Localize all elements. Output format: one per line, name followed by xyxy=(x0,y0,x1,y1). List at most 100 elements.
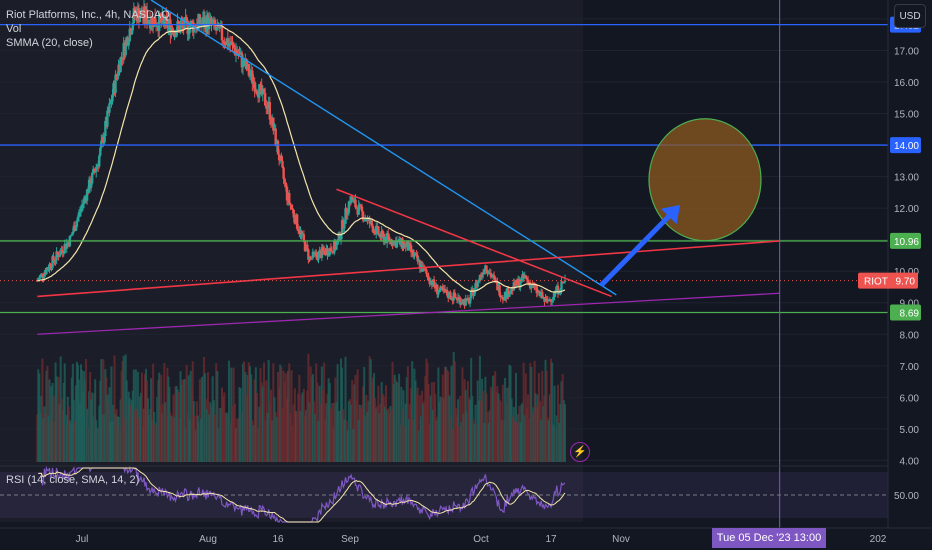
candle-body xyxy=(490,276,494,278)
candle-body xyxy=(251,70,254,84)
candle-body xyxy=(321,247,325,251)
candle-body xyxy=(79,208,83,213)
volume-bar xyxy=(115,409,118,462)
candle-body xyxy=(469,291,473,298)
volume-bar xyxy=(550,358,552,462)
volume-bar xyxy=(217,428,220,462)
candle-body xyxy=(371,225,375,233)
candle-body xyxy=(524,275,528,278)
volume-bar xyxy=(388,413,391,462)
candle-body xyxy=(291,208,294,211)
volume-bar xyxy=(182,380,185,462)
volume-bar xyxy=(44,413,47,462)
volume-bar xyxy=(100,359,103,462)
volume-bar xyxy=(530,366,533,462)
volume-bar xyxy=(496,386,499,462)
volume-bar xyxy=(265,380,268,462)
volume-bar xyxy=(397,383,400,462)
candle-body xyxy=(196,20,200,30)
candle-body xyxy=(176,21,179,32)
candle-body xyxy=(38,277,41,280)
candle-series xyxy=(36,0,567,309)
volume-bar xyxy=(210,406,213,462)
volume-bar xyxy=(108,387,111,462)
candle-body xyxy=(276,140,280,155)
candle-body xyxy=(62,253,65,255)
volume-bar xyxy=(555,415,558,462)
candle-body xyxy=(189,20,192,27)
volume-bar xyxy=(41,358,44,462)
candle-body xyxy=(55,251,58,261)
volume-bar xyxy=(313,401,315,462)
candle-body xyxy=(459,297,462,305)
candle-body xyxy=(188,26,191,34)
candle-body xyxy=(449,292,452,299)
volume-bar xyxy=(131,390,134,462)
volume-bar xyxy=(299,410,302,462)
candle-body xyxy=(90,173,94,184)
candle-body xyxy=(164,15,167,27)
volume-bar xyxy=(315,363,318,462)
candle-body xyxy=(345,208,348,215)
volume-bar xyxy=(57,377,60,462)
volume-bar xyxy=(533,360,536,462)
volume-bar xyxy=(49,420,52,462)
volume-bar xyxy=(369,359,372,462)
volume-bar xyxy=(346,429,349,462)
lightning-icon[interactable]: ⚡ xyxy=(570,442,590,462)
currency-button[interactable]: USD xyxy=(894,4,926,28)
volume-bar xyxy=(470,357,473,462)
volume-bar xyxy=(463,379,466,462)
candle-body xyxy=(381,230,384,234)
volume-bar xyxy=(403,426,406,462)
candle-body xyxy=(190,20,193,22)
volume-bar xyxy=(548,394,551,462)
volume-bar xyxy=(203,373,206,462)
candle-body xyxy=(138,16,142,23)
volume-bar xyxy=(36,414,39,462)
candle-body xyxy=(343,223,346,229)
candle-body xyxy=(56,251,59,255)
volume-bar xyxy=(435,420,438,462)
candle-body xyxy=(425,269,428,274)
candle-body xyxy=(227,43,231,47)
candle-body xyxy=(76,216,80,221)
volume-bar xyxy=(379,403,382,462)
volume-bar xyxy=(320,366,323,462)
candle-body xyxy=(492,275,496,278)
candle-body xyxy=(262,88,266,94)
volume-bar xyxy=(69,423,72,462)
volume-bar xyxy=(118,426,121,462)
volume-bar xyxy=(467,397,470,462)
candle-body xyxy=(445,290,449,296)
volume-bar xyxy=(414,380,417,462)
volume-bar xyxy=(401,409,404,462)
last-price-badge xyxy=(858,272,918,289)
volume-bar xyxy=(425,358,428,462)
volume-bar xyxy=(91,392,94,462)
volume-bar xyxy=(73,421,76,462)
rsi-legend[interactable]: RSI (14, close, SMA, 14, 2) xyxy=(6,474,140,486)
volume-bar xyxy=(169,412,172,462)
volume-bar xyxy=(510,398,513,462)
volume-bar xyxy=(274,411,277,462)
volume-bar xyxy=(126,403,129,462)
candle-body xyxy=(41,273,44,278)
candle-body xyxy=(456,297,460,301)
candle-body xyxy=(36,280,39,282)
volume-bar xyxy=(311,374,314,462)
volume-bar xyxy=(511,416,514,462)
candle-body xyxy=(158,13,161,31)
volume-bar xyxy=(245,394,248,462)
candle-body xyxy=(339,234,343,240)
volume-bar xyxy=(226,413,229,462)
volume-bar xyxy=(259,367,262,462)
volume-bar xyxy=(83,371,86,462)
candle-body xyxy=(308,256,311,260)
volume-bar xyxy=(128,398,131,462)
volume-bar xyxy=(486,412,489,462)
volume-bar xyxy=(281,408,284,462)
candle-body xyxy=(460,302,463,305)
volume-bar xyxy=(183,378,186,462)
